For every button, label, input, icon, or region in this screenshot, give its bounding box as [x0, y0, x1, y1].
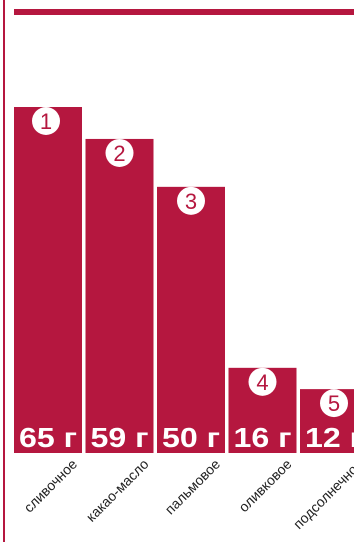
x-tick-label-4: оливковое: [235, 456, 294, 515]
rank-number-1: 1: [40, 109, 52, 134]
x-tick-label-2: какао-масло: [83, 456, 152, 525]
rank-badge-3: [177, 186, 205, 215]
x-tick-label-5: подсолнечное: [290, 456, 354, 532]
bar-3: [157, 186, 225, 453]
bar-1: [14, 107, 82, 453]
x-tick-label-1: сливочное: [20, 456, 80, 516]
bar-value-label-3: 50 г: [162, 422, 220, 453]
rank-badge-5: [320, 389, 348, 418]
rank-number-2: 2: [113, 141, 125, 166]
top-header-rule: [14, 9, 354, 15]
bar-2: [85, 138, 154, 453]
x-tick-label-3: пальмовое: [162, 456, 224, 518]
bar-value-label-4: 16 г: [234, 422, 292, 453]
bar-value-label-1: 65 г: [19, 422, 77, 453]
rank-badge-2: [105, 138, 134, 167]
rank-badge-1: [32, 107, 60, 135]
bar-value-label-2: 59 г: [91, 422, 149, 453]
rank-number-5: 5: [328, 391, 340, 416]
rank-number-3: 3: [185, 189, 197, 214]
rank-badge-4: [248, 367, 277, 396]
rank-number-4: 4: [256, 370, 268, 395]
bar-value-label-5: 12 г: [305, 422, 354, 453]
